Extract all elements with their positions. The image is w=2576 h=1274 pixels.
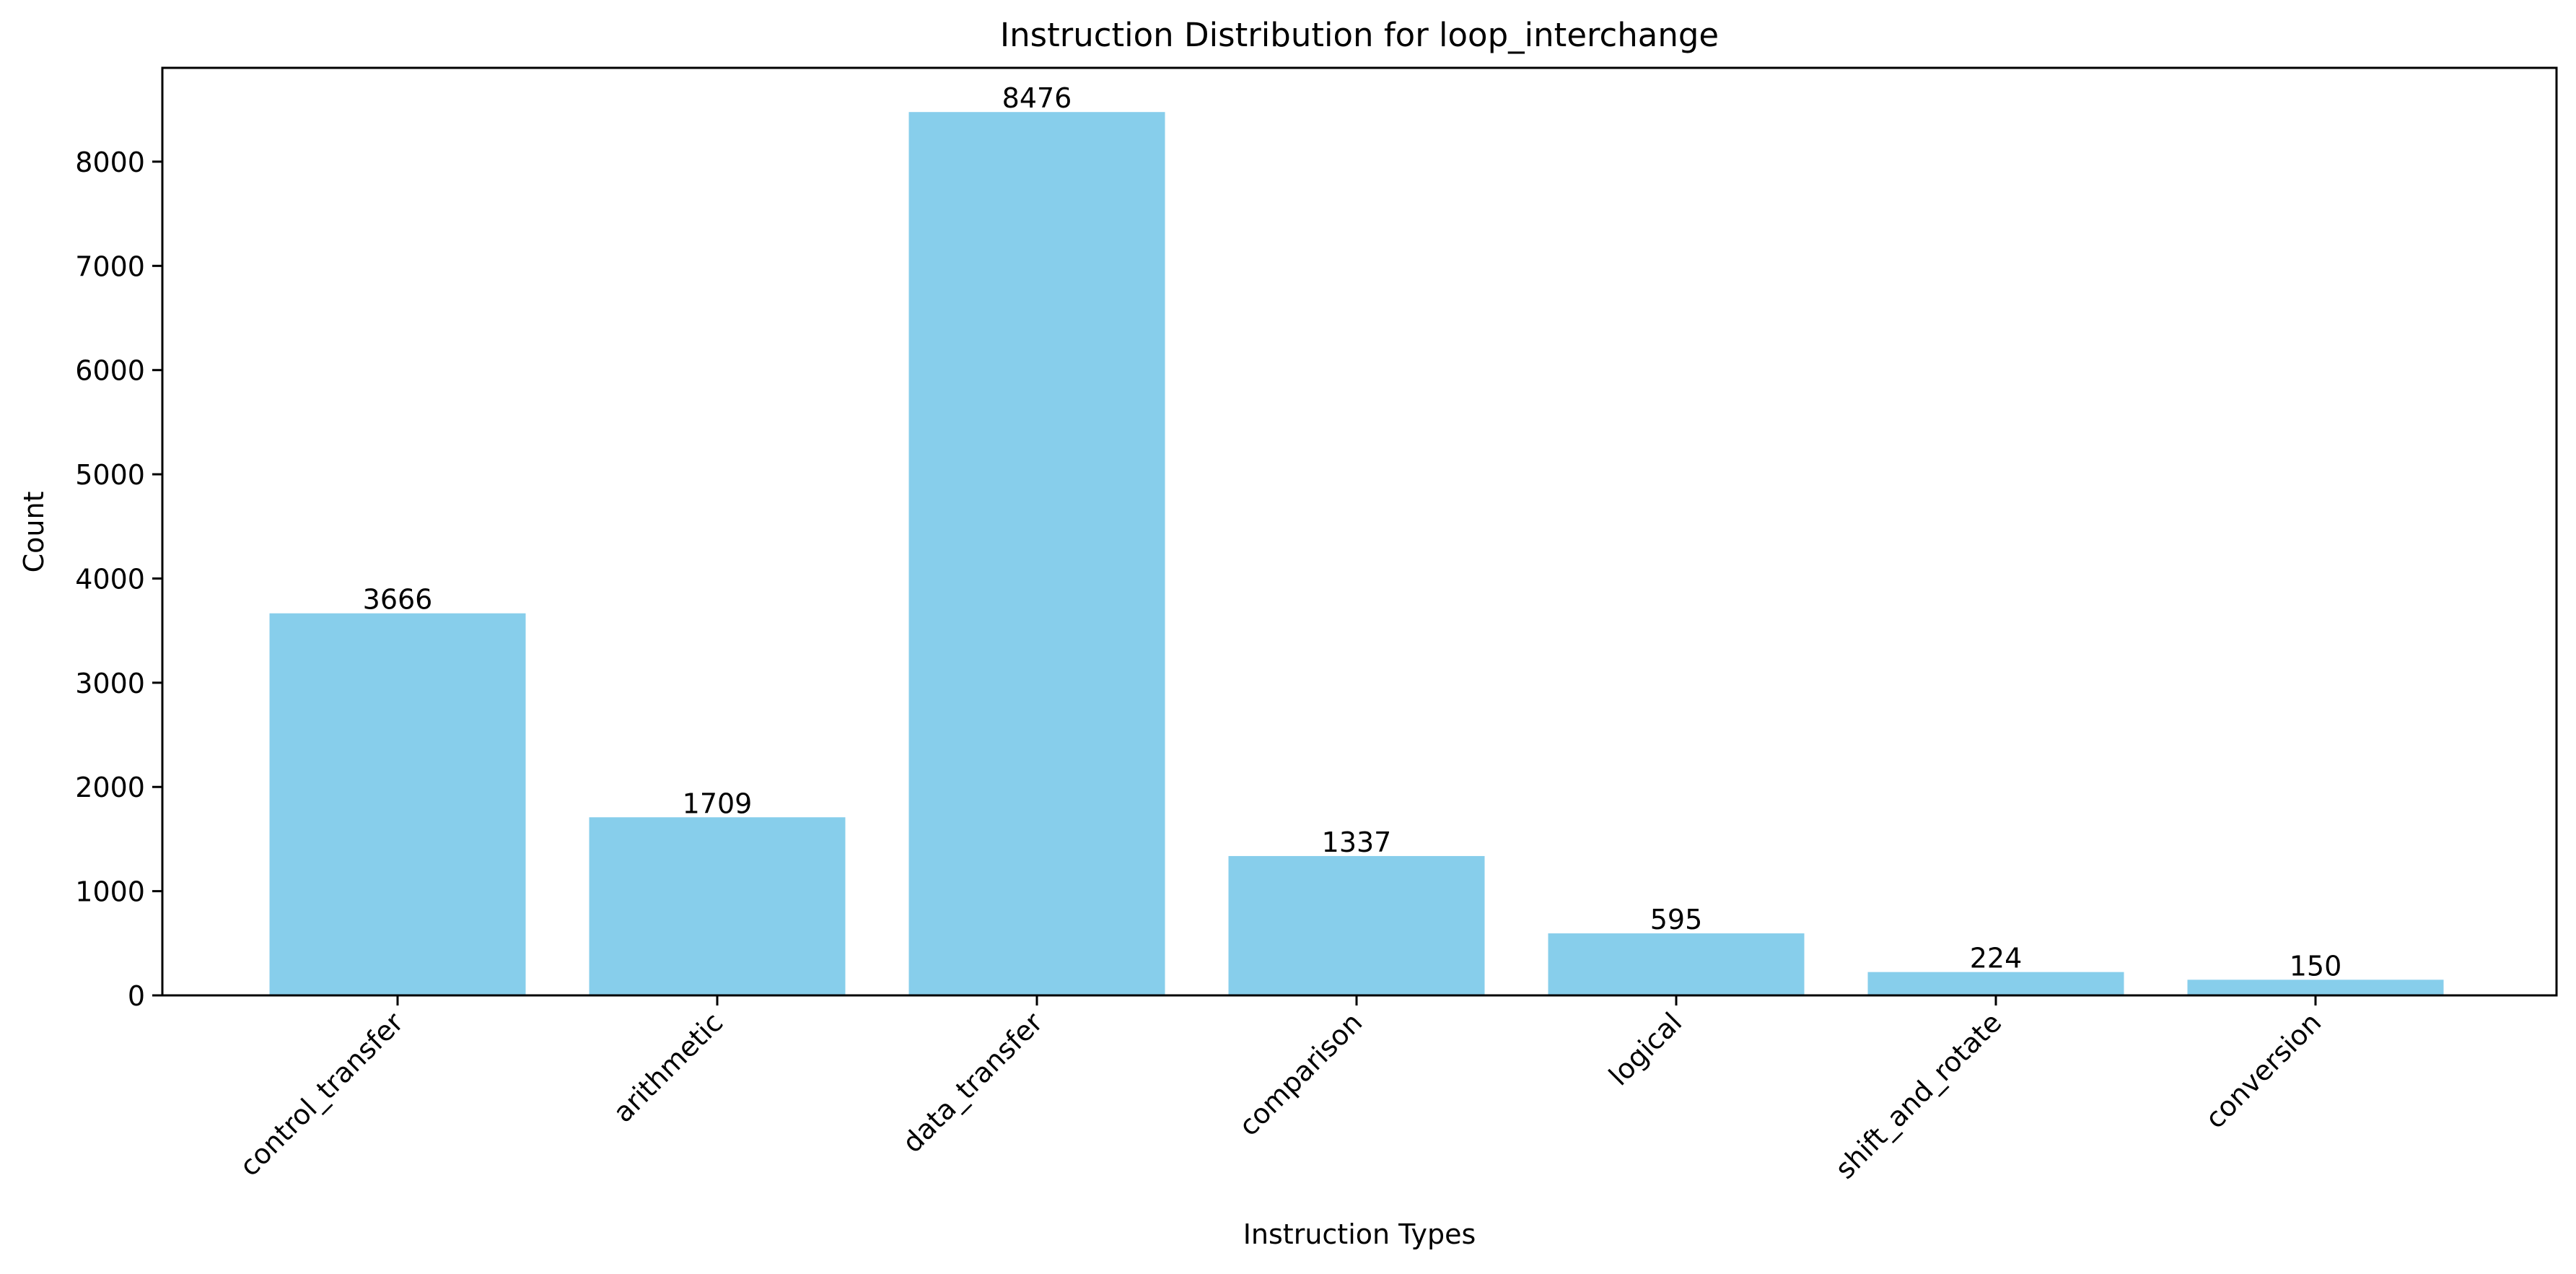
bar: [1867, 972, 2124, 995]
bar: [1548, 933, 1805, 995]
y-tick-label: 5000: [75, 459, 145, 491]
bar: [269, 613, 526, 995]
y-tick-label: 8000: [75, 147, 145, 178]
y-tick-label: 2000: [75, 772, 145, 803]
bar-value-label: 150: [2290, 950, 2342, 982]
bar: [908, 112, 1165, 995]
plot-frame: [161, 66, 2558, 997]
bar-value-label: 1709: [683, 787, 753, 819]
chart-title: Instruction Distribution for loop_interc…: [1000, 16, 1719, 54]
bars: [269, 112, 2444, 995]
bar-value-label: 3666: [363, 584, 433, 616]
y-axis: 0 1000 2000 3000 4000 5000 6000 7000 8000: [75, 147, 162, 1012]
y-tick-label: 4000: [75, 563, 145, 595]
x-axis-label: Instruction Types: [1243, 1218, 1476, 1250]
y-axis-label: Count: [18, 492, 50, 573]
y-tick-label: 3000: [75, 668, 145, 699]
bar-value-label: 1337: [1322, 826, 1392, 858]
bar-value-label: 595: [1650, 904, 1703, 935]
bar: [2187, 980, 2444, 995]
bar-value-label: 8476: [1002, 82, 1072, 114]
y-tick-label: 7000: [75, 250, 145, 282]
bar: [1228, 855, 1485, 995]
y-tick-label: 1000: [75, 876, 145, 908]
bar-value-label: 224: [1970, 943, 2023, 974]
y-tick-label: 0: [128, 980, 145, 1012]
bar-value-labels: 3666 1709 8476 1337 595 224 150: [363, 82, 2342, 982]
bar: [589, 817, 846, 995]
y-tick-label: 6000: [75, 355, 145, 387]
